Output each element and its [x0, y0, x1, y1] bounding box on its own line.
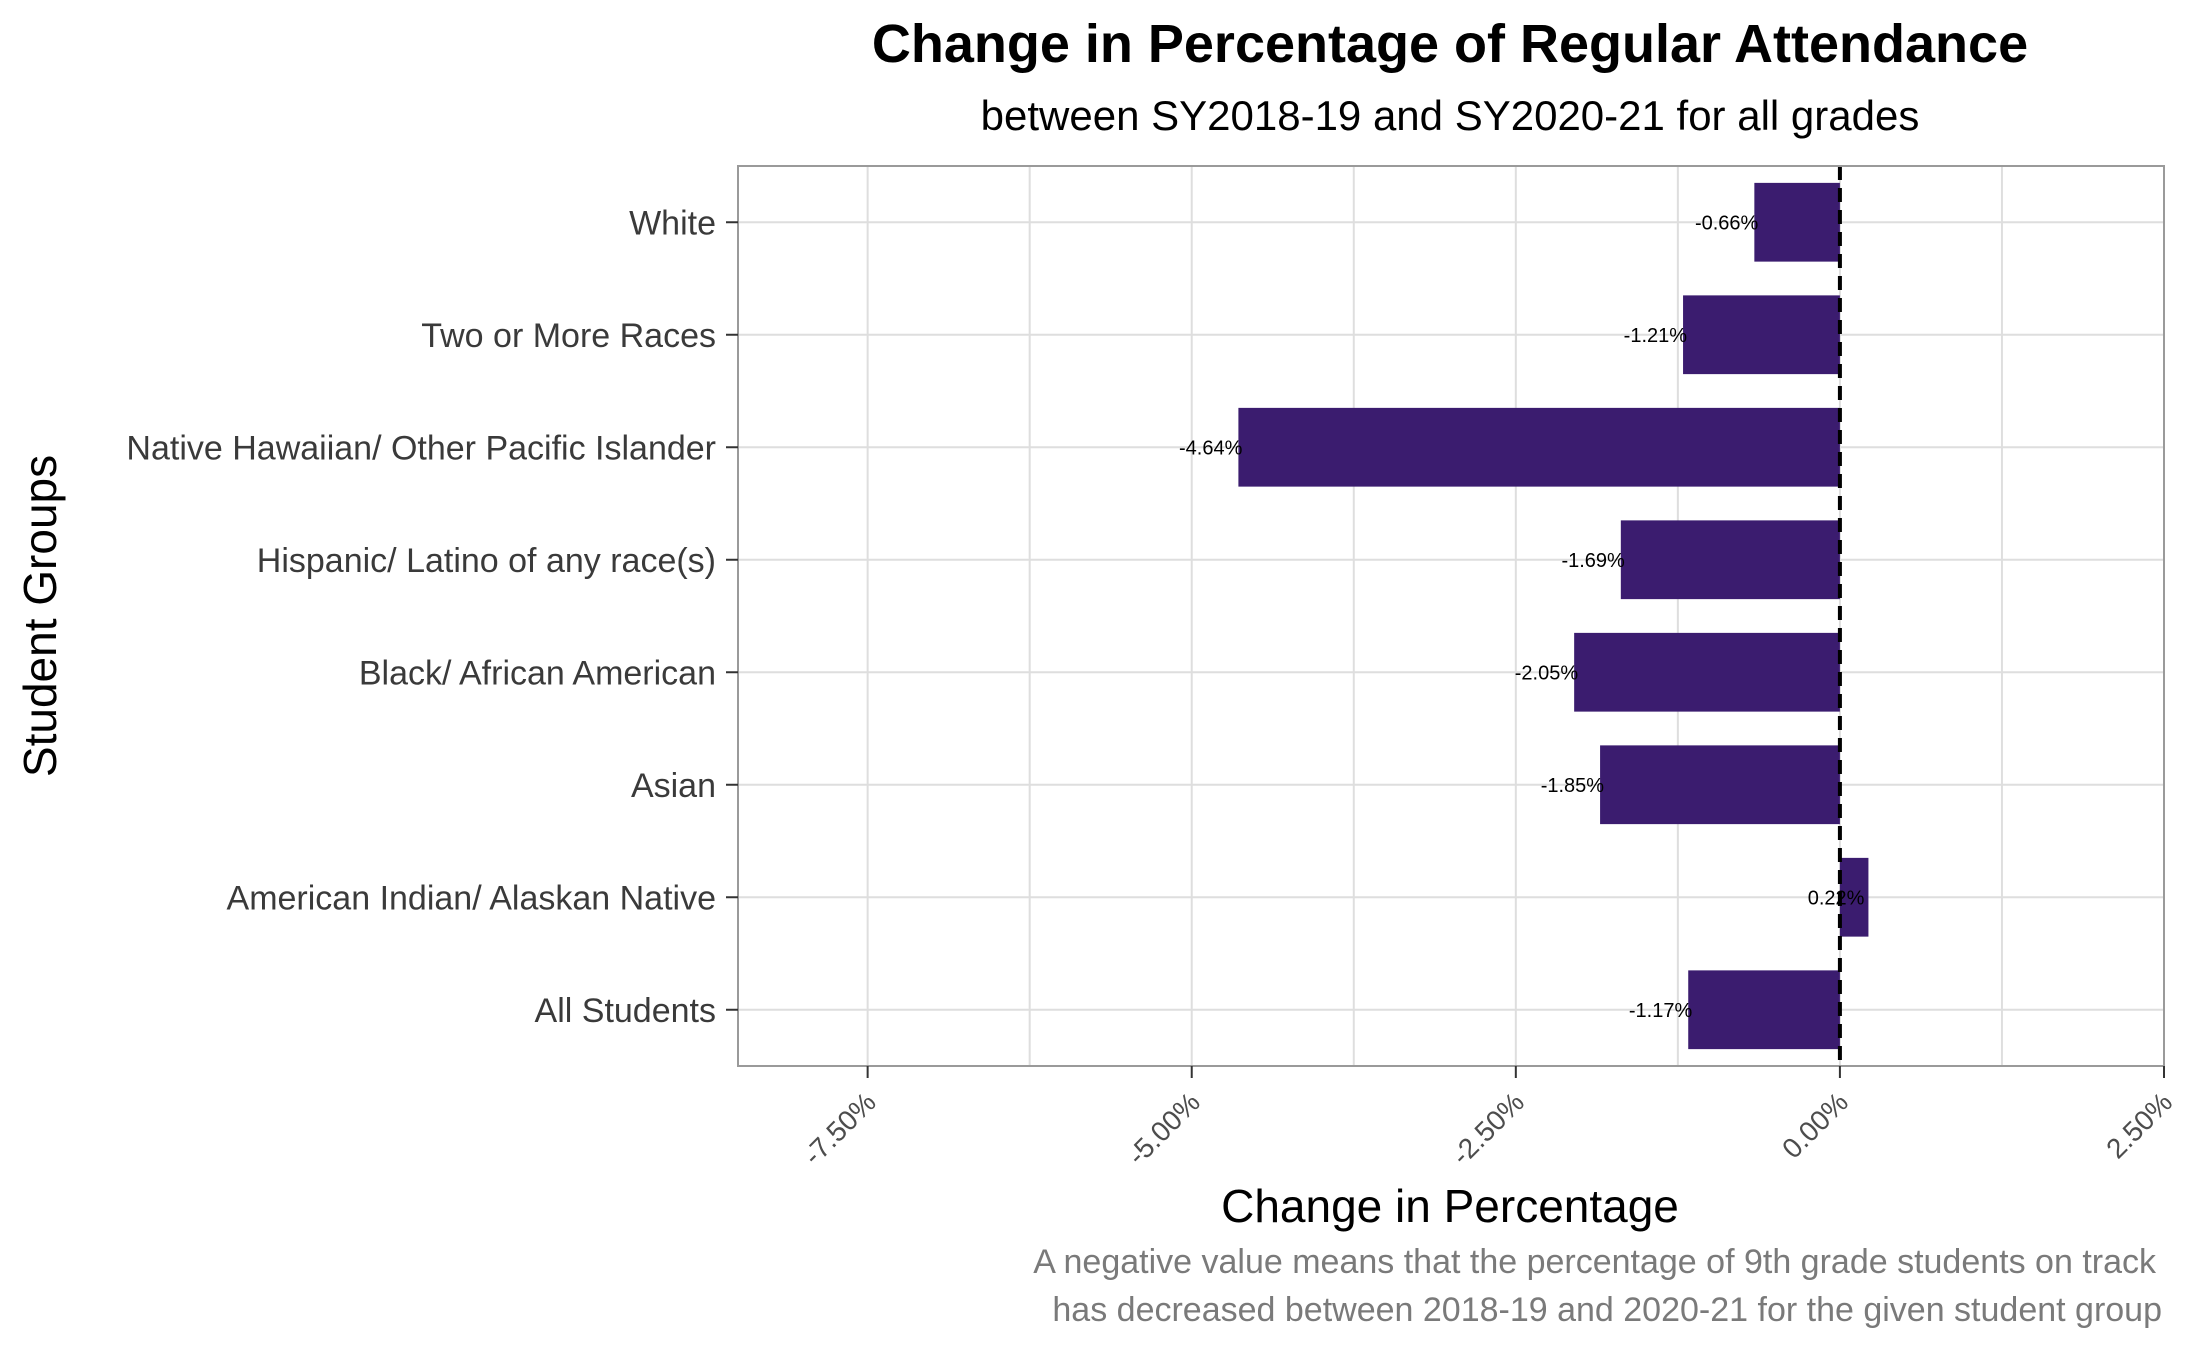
- y-tick-label: Hispanic/ Latino of any race(s): [257, 542, 716, 580]
- chart-title: Change in Percentage of Regular Attendan…: [872, 14, 2028, 74]
- bar: [1620, 520, 1840, 600]
- y-tick-label: Asian: [631, 767, 716, 805]
- bar-value-label: -1.85%: [1541, 775, 1605, 797]
- data-label-layer: -0.66% -1.21% -4.64% -1.69% -2.05% -1.85% 0.22…: [1179, 212, 1865, 1022]
- y-tick-label: Native Hawaiian/ Other Pacific Islander: [126, 429, 716, 467]
- y-axis: White Two or More Races Native Hawaiian/ O…: [126, 204, 738, 1030]
- y-tick-label: White: [629, 204, 716, 242]
- bar: [1683, 295, 1840, 375]
- x-tick-label: 0.00%: [1776, 1086, 1854, 1164]
- grid-layer: [738, 166, 2165, 1066]
- x-axis: -7.50% -5.00% -2.50% 0.00% 2.50%: [797, 1066, 2178, 1171]
- x-tick-label: -2.50%: [1445, 1086, 1530, 1171]
- bar-value-label: -0.66%: [1695, 212, 1759, 234]
- bar-value-label: -1.21%: [1624, 325, 1688, 347]
- bar-value-label: -2.05%: [1515, 662, 1579, 684]
- bar: [1688, 970, 1840, 1050]
- bar-value-label: -1.69%: [1561, 550, 1625, 572]
- bar: [1574, 632, 1840, 712]
- panel-border: [737, 165, 2165, 1067]
- bar-layer: [1238, 182, 1869, 1050]
- bar: [1238, 407, 1840, 487]
- y-tick-label: Black/ African American: [359, 654, 716, 692]
- chart-subtitle: between SY2018-19 and SY2020-21 for all …: [981, 92, 1920, 139]
- x-tick-label: -5.00%: [1121, 1086, 1206, 1171]
- bar-value-label: 0.22%: [1808, 887, 1865, 909]
- bar: [1600, 745, 1840, 825]
- y-tick-label: American Indian/ Alaskan Native: [227, 879, 716, 917]
- bar: [1754, 182, 1840, 262]
- x-tick-label: -7.50%: [797, 1086, 882, 1171]
- y-tick-label: All Students: [535, 992, 716, 1030]
- y-axis-title: Student Groups: [14, 455, 66, 777]
- caption-line-2: has decreased between 2018-19 and 2020-2…: [1052, 1291, 2162, 1329]
- bar: [1839, 857, 1869, 937]
- x-tick-label: 2.50%: [2100, 1086, 2178, 1164]
- y-tick-label: Two or More Races: [421, 317, 716, 355]
- bar-value-label: -1.17%: [1629, 1000, 1693, 1022]
- bar-value-label: -4.64%: [1179, 437, 1243, 459]
- x-axis-title: Change in Percentage: [1221, 1180, 1679, 1232]
- caption-line-1: A negative value means that the percenta…: [1033, 1243, 2157, 1281]
